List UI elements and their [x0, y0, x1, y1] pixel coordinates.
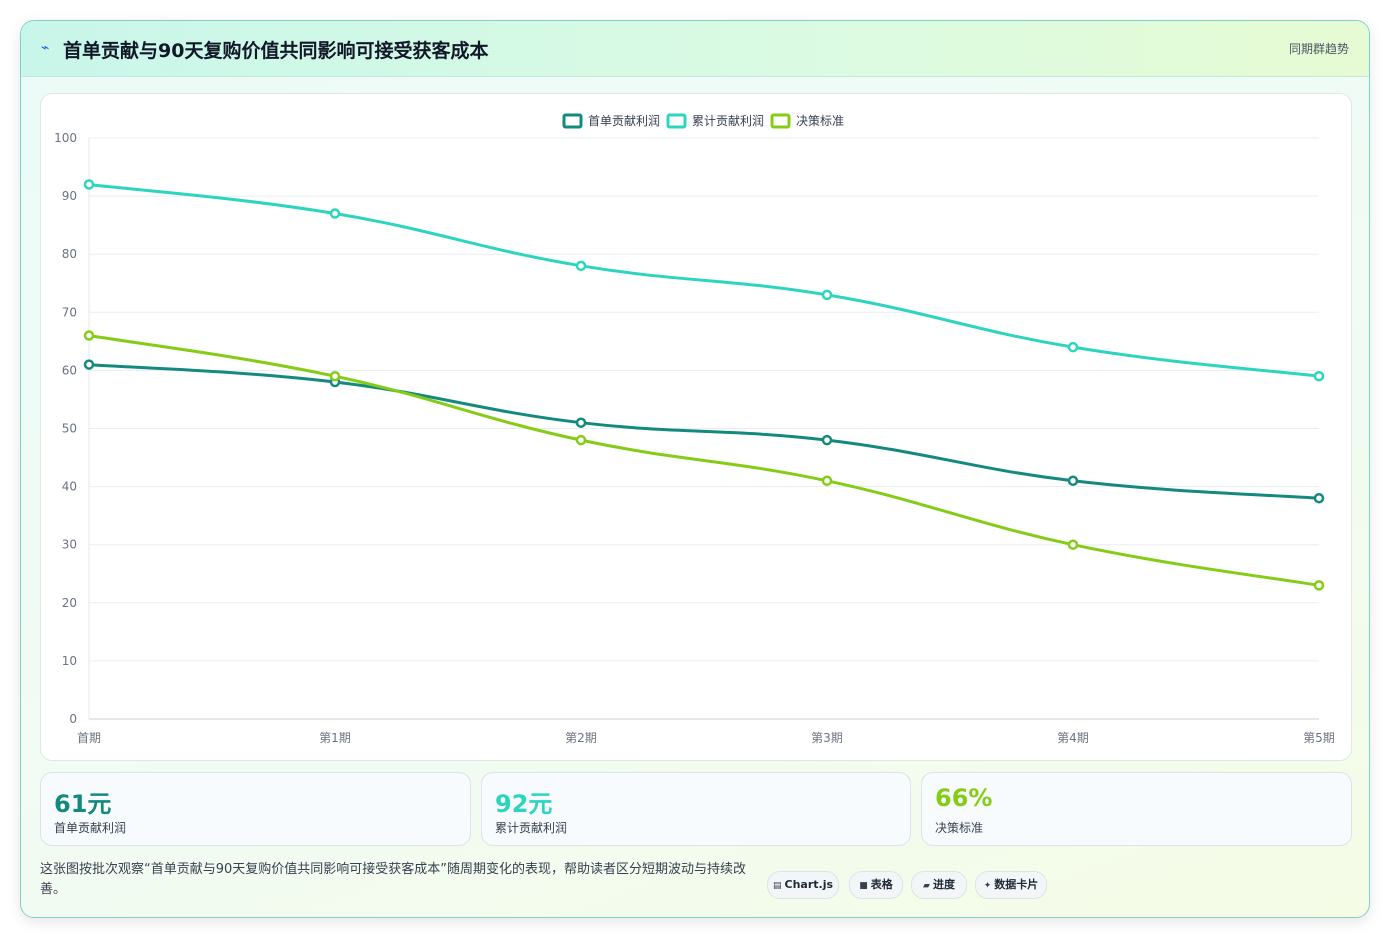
x-tick-label: 第5期	[1303, 731, 1335, 745]
series-line-2	[88, 182, 1320, 378]
legend-label: 首单贡献利润	[588, 113, 660, 128]
data-point	[1313, 492, 1325, 504]
kpi-card-first-order: 61元 首单贡献利润	[40, 772, 471, 846]
data-point	[83, 330, 95, 341]
header-tag: 同期群趋势	[1288, 42, 1349, 56]
data-point	[575, 260, 587, 272]
x-tick-label: 第3期	[811, 731, 843, 745]
kpi-card-decision: 66% 决策标准	[921, 772, 1352, 846]
x-tick-label: 首期	[77, 731, 101, 745]
kpi-value: 92元	[495, 790, 553, 818]
kpi-card-cumulative: 92元 累计贡献利润	[481, 772, 911, 846]
progress-icon: ▰	[923, 881, 930, 891]
x-tick-label: 第4期	[1057, 731, 1089, 745]
legend-swatch	[562, 113, 583, 129]
data-point	[83, 179, 95, 190]
y-tick-label: 30	[62, 538, 77, 552]
legend-swatch	[666, 113, 687, 129]
data-point	[575, 434, 587, 446]
pill-chartjs[interactable]: ▤ Chart.js	[767, 871, 839, 899]
data-point	[821, 475, 833, 487]
series-line-3	[88, 334, 1320, 587]
legend-label: 累计贡献利润	[692, 113, 764, 128]
y-tick-label: 100	[54, 131, 77, 145]
card-header: ⌁ 首单贡献与90天复购价值共同影响可接受获客成本 同期群趋势	[21, 21, 1369, 77]
kpi-label: 决策标准	[935, 821, 984, 835]
data-point	[575, 417, 587, 428]
y-tick-label: 10	[62, 654, 77, 668]
page-title: 首单贡献与90天复购价值共同影响可接受获客成本	[63, 40, 489, 62]
dashboard-card: ⌁ 首单贡献与90天复购价值共同影响可接受获客成本 同期群趋势 0 10 20 30 4…	[20, 20, 1370, 918]
kpi-value: 66%	[935, 784, 993, 812]
data-point	[329, 370, 341, 382]
y-tick-label: 80	[62, 247, 77, 261]
series-line-1	[88, 363, 1320, 500]
line-chart: 0 10 20 30 40 50 60 70 80 90 100 首期 第1期 第2期 第3期 第4期 第5期 首…	[54, 113, 1335, 745]
kpi-value: 61元	[54, 790, 112, 818]
data-point	[821, 289, 833, 301]
y-tick-label: 60	[62, 363, 77, 377]
sparkle-icon: ✦	[983, 881, 992, 891]
data-point	[83, 359, 95, 370]
y-tick-label: 90	[62, 189, 77, 203]
x-tick-label: 第1期	[319, 731, 351, 745]
kpi-label: 首单贡献利润	[54, 821, 127, 835]
pill-label: 数据卡片	[994, 878, 1039, 891]
y-tick-label: 40	[62, 480, 77, 494]
pill-progress[interactable]: ▰ 进度	[911, 871, 967, 899]
pill-label: 进度	[932, 878, 955, 891]
legend-label: 决策标准	[796, 114, 844, 128]
kpi-label: 累计贡献利润	[495, 821, 568, 835]
y-tick-label: 20	[62, 596, 77, 610]
data-point	[329, 208, 341, 219]
table-icon: ■	[859, 881, 868, 891]
data-point	[1067, 475, 1079, 487]
pill-label: Chart.js	[784, 878, 834, 891]
y-tick-label: 50	[62, 422, 77, 436]
y-tick-label: 0	[69, 712, 77, 726]
data-point	[1067, 341, 1079, 353]
legend-swatch	[770, 113, 791, 129]
chart-description: 这张图按批次观察“首单贡献与90天复购价值共同影响可接受获客成本”随周期变化的表…	[40, 862, 747, 897]
lightning-icon: ⌁	[41, 40, 50, 56]
pill-data-card[interactable]: ✦ 数据卡片	[975, 871, 1047, 899]
pill-label: 表格	[870, 878, 893, 891]
y-tick-label: 70	[62, 305, 77, 319]
data-point	[821, 434, 833, 446]
pill-table[interactable]: ■ 表格	[849, 871, 903, 899]
data-point	[1313, 370, 1325, 382]
data-point	[1313, 580, 1325, 591]
data-point	[1067, 539, 1079, 550]
chart-container: 0 10 20 30 40 50 60 70 80 90 100 首期 第1期 第2期 第3期 第4期 第5期 首…	[40, 93, 1352, 761]
x-tick-label: 第2期	[565, 731, 597, 745]
chart-icon: ▤	[772, 881, 782, 891]
